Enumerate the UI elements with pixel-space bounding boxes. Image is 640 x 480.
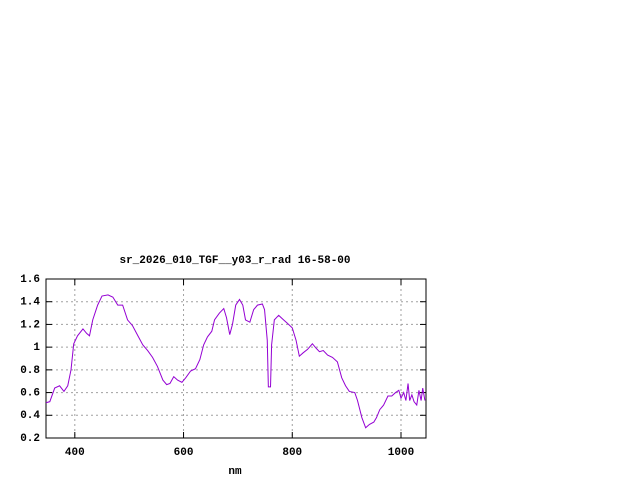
x-tick-label: 1000 <box>388 447 414 459</box>
x-axis-label: nm <box>228 466 242 478</box>
chart-title: sr_2026_010_TGF__y03_r_rad 16-58-00 <box>119 255 350 267</box>
y-tick-label: 1.4 <box>20 297 40 309</box>
y-tick-label: 0.2 <box>20 433 40 445</box>
x-tick-label: 400 <box>65 447 85 459</box>
y-tick-label: 1.2 <box>20 319 40 331</box>
data-line <box>45 294 426 429</box>
plot-frame <box>45 278 427 439</box>
x-tick-label: 600 <box>174 447 194 459</box>
y-tick-label: 1.6 <box>20 274 40 286</box>
y-tick-label: 0.8 <box>20 365 40 377</box>
y-tick-label: 0.4 <box>20 410 40 422</box>
y-tick-label: 1 <box>33 342 40 354</box>
y-tick-label: 0.6 <box>20 387 40 399</box>
x-tick-label: 800 <box>282 447 302 459</box>
